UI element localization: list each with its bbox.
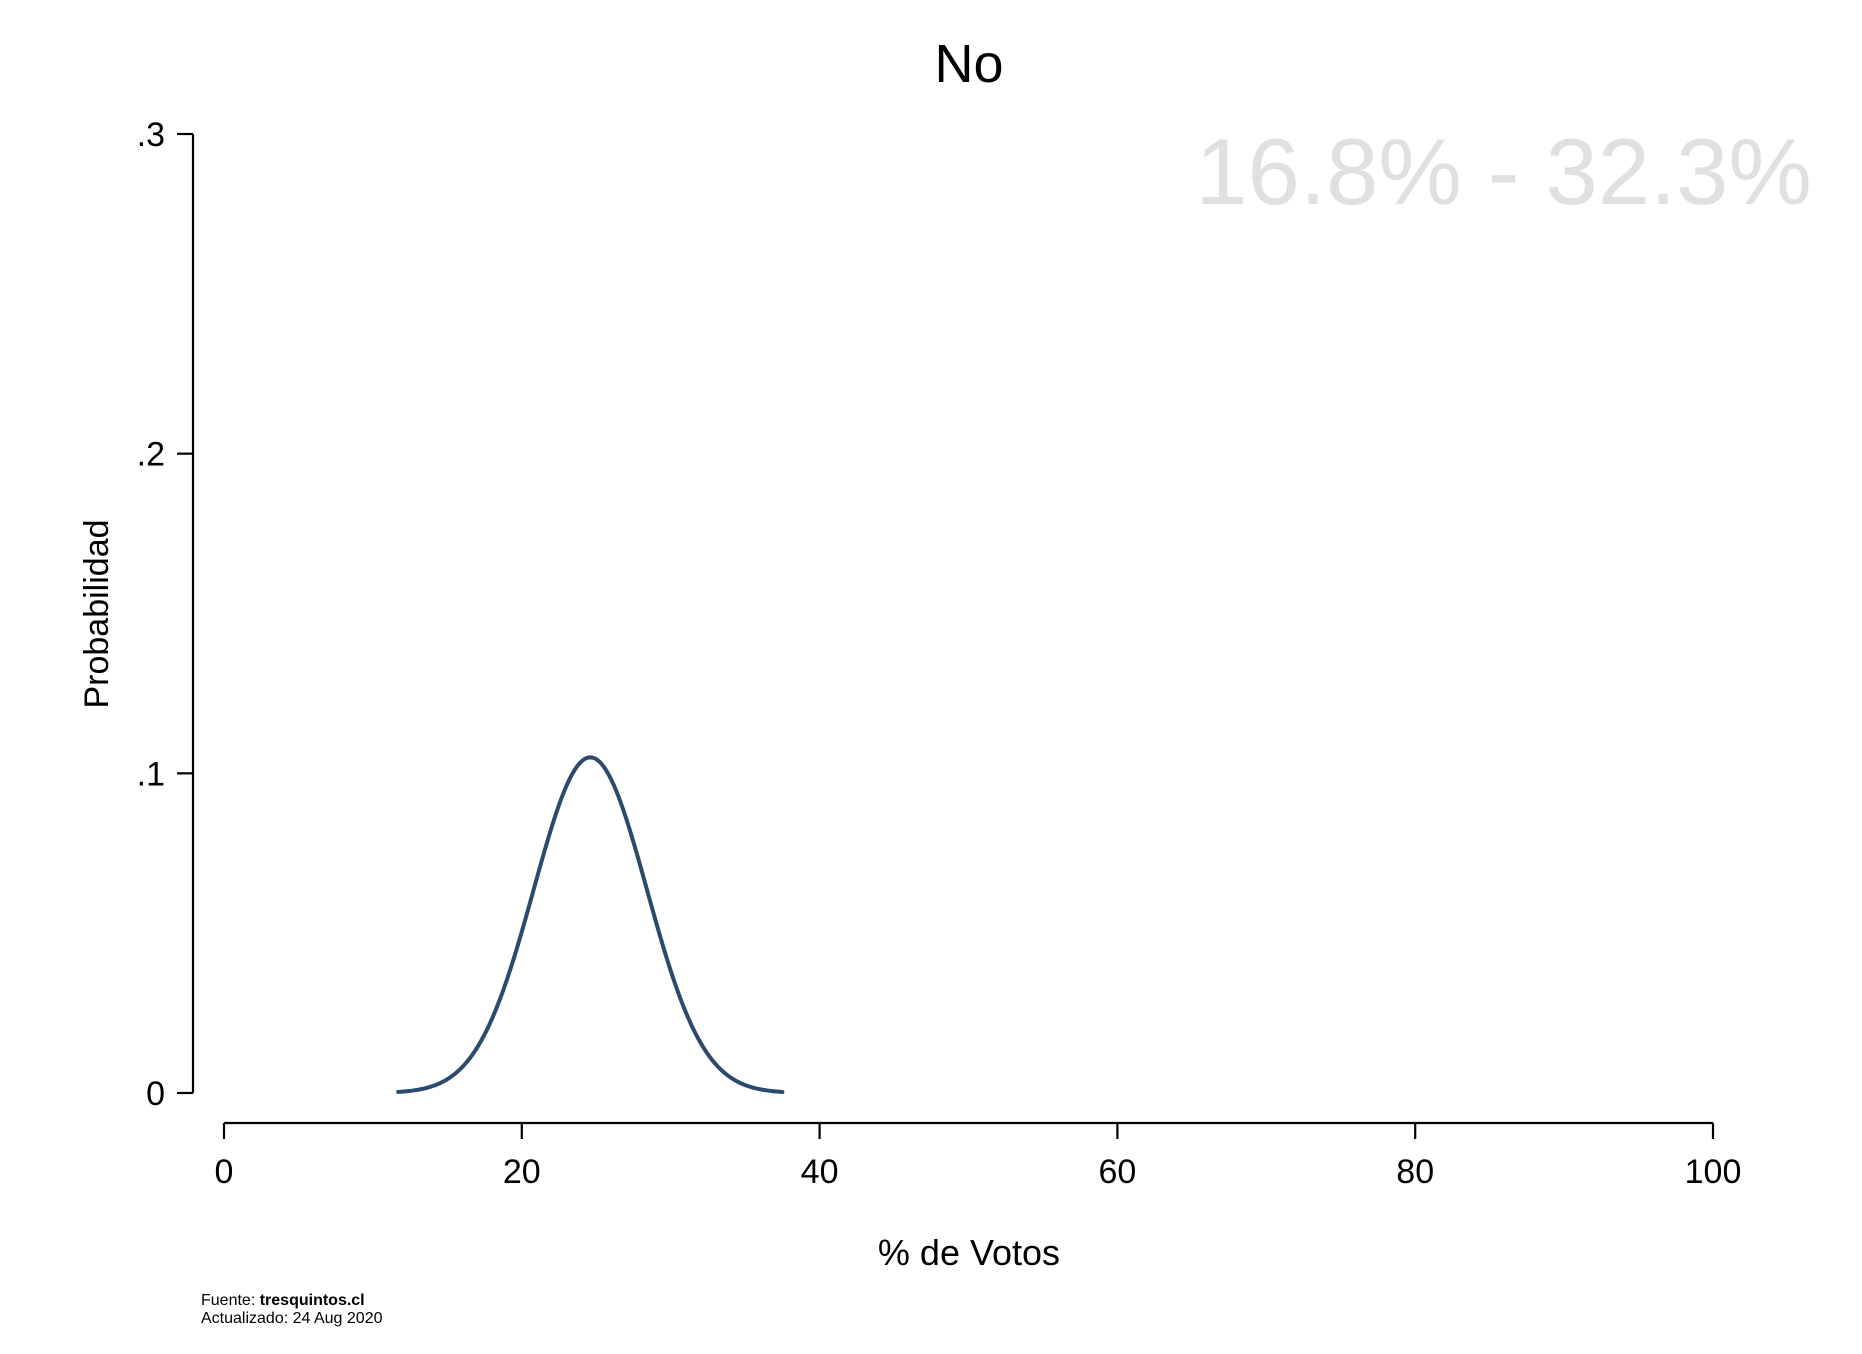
y-tick-label: 0 — [146, 1075, 165, 1113]
source-line: Fuente: tresquintos.cl — [201, 1292, 383, 1310]
x-tick-label: 60 — [1098, 1153, 1136, 1191]
source-value: tresquintos.cl — [259, 1292, 365, 1309]
y-tick-label: .2 — [137, 436, 165, 474]
source-footer: Fuente: tresquintos.cl Actualizado: 24 A… — [201, 1292, 383, 1328]
x-tick-label: 100 — [1685, 1153, 1742, 1191]
chart-title: No — [934, 34, 1003, 94]
updated-line: Actualizado: 24 Aug 2020 — [201, 1310, 383, 1328]
x-axis-ticks: 0 20 40 60 80 100 — [215, 1123, 1742, 1191]
source-label: Fuente: — [201, 1292, 256, 1309]
range-annotation: 16.8% - 32.3% — [1195, 119, 1812, 224]
density-line-no — [396, 755, 785, 1094]
y-axis-ticks: 0 .1 .2 .3 — [137, 116, 193, 1113]
x-axis-label: % de Votos — [878, 1232, 1060, 1273]
x-tick-label: 40 — [801, 1153, 839, 1191]
x-tick-label: 0 — [215, 1153, 234, 1191]
y-axis-label: Probabilidad — [78, 519, 116, 708]
updated-label: Actualizado: — [201, 1310, 289, 1327]
y-tick-label: .3 — [137, 116, 165, 154]
y-tick-label: .1 — [137, 755, 165, 793]
x-tick-label: 20 — [503, 1153, 541, 1191]
updated-value: 24 Aug 2020 — [292, 1310, 383, 1327]
x-tick-label: 80 — [1396, 1153, 1434, 1191]
